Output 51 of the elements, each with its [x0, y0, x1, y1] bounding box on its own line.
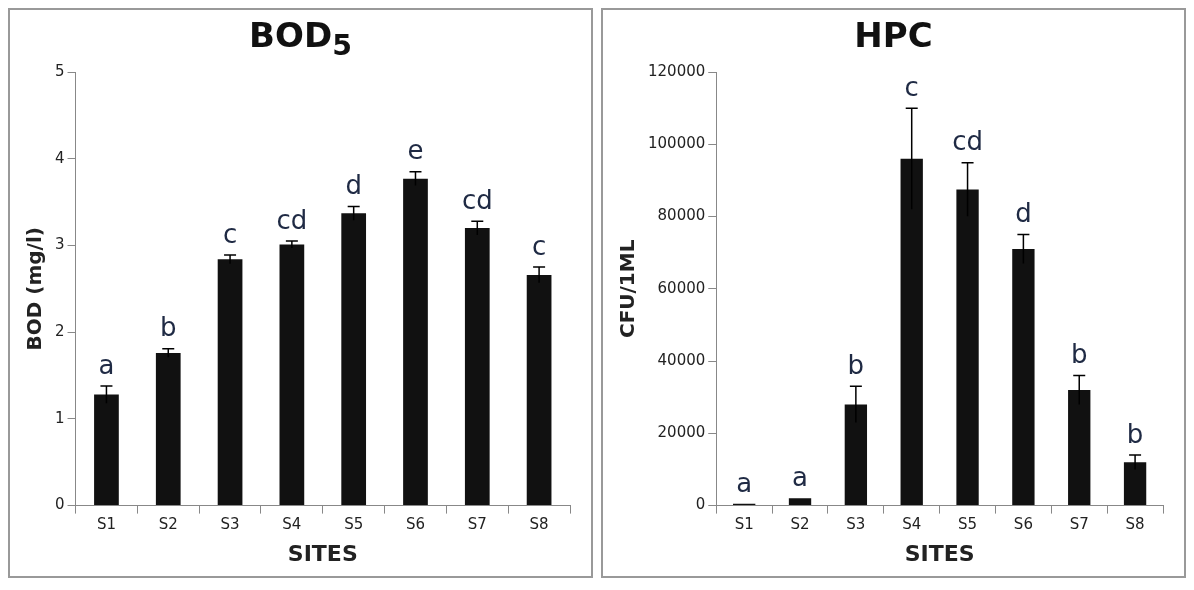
annotation: b — [1070, 339, 1088, 370]
x-tick-label: S4 — [282, 515, 302, 534]
y-tick-label: 2 — [55, 322, 65, 341]
y-tick-label: 3 — [55, 235, 65, 254]
y-tick-label: 4 — [55, 148, 65, 167]
x-tick-label: S2 — [158, 515, 178, 534]
y-tick-label: 0 — [55, 495, 65, 514]
x-tick-label: S7 — [467, 515, 487, 534]
y-tick-label: 5 — [55, 61, 65, 80]
x-tick-label: S3 — [846, 515, 866, 534]
y-axis-title: CFU/1ML — [615, 239, 640, 339]
y-tick-label: 100000 — [648, 134, 706, 153]
annotation: a — [98, 349, 115, 380]
x-tick-label: S5 — [344, 515, 364, 534]
x-tick-label: S2 — [790, 515, 810, 534]
annotation: d — [1015, 198, 1032, 229]
x-tick-label: S6 — [405, 515, 426, 534]
y-axis-title: BOD (mg/l) — [22, 227, 47, 351]
annotation: cd — [952, 126, 983, 157]
x-tick-label: S4 — [902, 515, 922, 534]
annotation: cd — [461, 184, 493, 215]
annotation: c — [904, 71, 919, 102]
annotation: c — [222, 218, 238, 249]
annotation: d — [345, 170, 362, 201]
y-tick-label: 1 — [55, 408, 65, 427]
annotation: b — [1126, 418, 1144, 449]
x-axis-title: SITES — [904, 540, 975, 566]
chart-title: HPC — [853, 14, 934, 57]
annotation: c — [531, 230, 547, 261]
y-tick-label: 120000 — [648, 61, 706, 80]
x-tick-label: S6 — [1013, 515, 1033, 534]
y-tick-label: 60000 — [657, 278, 706, 297]
annotation: cd — [276, 204, 308, 235]
y-tick-label: 0 — [695, 495, 706, 514]
x-tick-label: S7 — [1069, 515, 1089, 534]
x-tick-label: S8 — [529, 515, 549, 534]
x-tick-label: S8 — [1125, 515, 1145, 534]
annotation: b — [847, 350, 865, 381]
x-tick-label: S5 — [958, 515, 978, 534]
y-tick-label: 80000 — [657, 206, 706, 225]
annotation: a — [792, 462, 808, 493]
x-tick-label: S1 — [734, 515, 754, 534]
x-axis-title: SITES — [287, 540, 358, 566]
annotation: b — [160, 312, 177, 343]
annotation: e — [407, 135, 424, 166]
x-tick-label: S3 — [220, 515, 240, 534]
y-tick-label: 20000 — [657, 423, 706, 442]
annotation: a — [736, 467, 753, 498]
chart-title: BOD$_{5}$ — [248, 14, 353, 62]
x-tick-label: S1 — [96, 515, 116, 534]
y-tick-label: 40000 — [657, 350, 706, 369]
